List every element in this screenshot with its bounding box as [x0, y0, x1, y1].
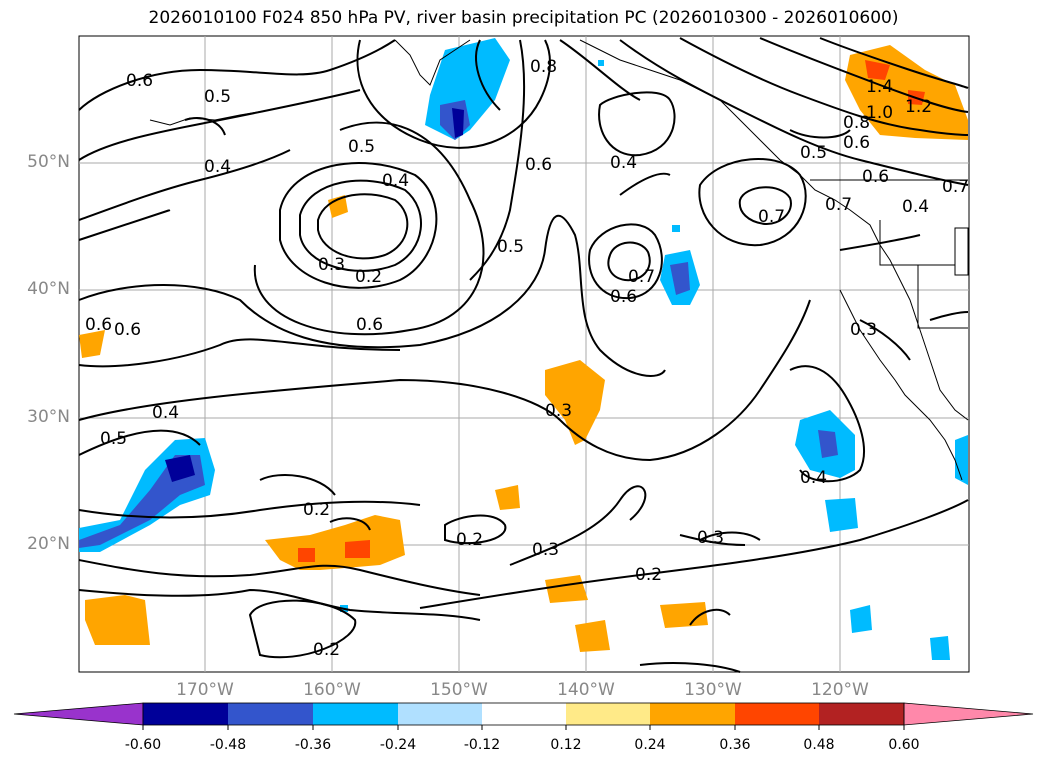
- contour-label: 0.6: [126, 71, 153, 91]
- contour-label: 0.2: [635, 565, 662, 585]
- contour-label: 0.4: [204, 157, 231, 177]
- map-frame: [78, 35, 970, 673]
- colorbar: [13, 702, 1034, 730]
- contour-label: 0.6: [114, 320, 141, 340]
- contour-label: 0.6: [85, 315, 112, 335]
- contour-label: 0.6: [525, 155, 552, 175]
- contour-label: 0.2: [303, 500, 330, 520]
- contour-label: 0.5: [100, 429, 127, 449]
- lat-label: 20°N: [27, 534, 70, 554]
- contour-label: 0.4: [382, 171, 409, 191]
- map-title: 2026010100 F024 850 hPa PV, river basin …: [148, 8, 899, 28]
- contour-label: 0.8: [530, 57, 557, 77]
- pv-contours: [78, 37, 969, 673]
- colorbar-tick-label: -0.24: [379, 737, 417, 753]
- contour-label: 0.2: [456, 530, 483, 550]
- contour-label: 0.4: [800, 468, 827, 488]
- contour-label: 0.4: [902, 197, 929, 217]
- contour-label: 0.3: [318, 255, 345, 275]
- colorbar-tick-label: -0.12: [463, 737, 501, 753]
- coastlines: [149, 39, 969, 481]
- lat-label: 40°N: [27, 279, 70, 299]
- contour-label: 0.5: [497, 237, 524, 257]
- contour-label: 0.7: [825, 195, 852, 215]
- colorbar-tick-label: -0.36: [294, 737, 332, 753]
- contour-label: 1.2: [905, 97, 932, 117]
- contour-label: 0.4: [152, 403, 179, 423]
- contour-label: 0.7: [628, 267, 655, 287]
- graticule: [79, 36, 969, 672]
- lon-label: 160°W: [303, 680, 361, 700]
- lat-label: 30°N: [27, 407, 70, 427]
- lon-label: 130°W: [684, 680, 742, 700]
- colorbar-tick-label: -0.60: [124, 737, 162, 753]
- colorbar-tick-label: 0.36: [719, 737, 751, 753]
- contour-label: 0.6: [843, 133, 870, 153]
- contour-label: 0.5: [800, 143, 827, 163]
- colorbar-tick-label: 0.12: [550, 737, 582, 753]
- colorbar-tick-label: 0.48: [803, 737, 835, 753]
- lon-label: 120°W: [811, 680, 869, 700]
- contour-label: 1.4: [866, 77, 893, 97]
- contour-label: 0.6: [356, 315, 383, 335]
- lon-label: 170°W: [176, 680, 234, 700]
- contour-label: 0.3: [532, 540, 559, 560]
- contour-label: 0.2: [355, 267, 382, 287]
- colorbar-tick-label: 0.24: [634, 737, 666, 753]
- contour-label: 0.7: [758, 207, 785, 227]
- contour-label: 0.5: [348, 137, 375, 157]
- contour-label: 1.0: [866, 103, 893, 123]
- lon-label: 140°W: [557, 680, 615, 700]
- contour-label: 0.3: [850, 320, 877, 340]
- lat-label: 50°N: [27, 152, 70, 172]
- contour-label: 0.6: [610, 287, 637, 307]
- contour-label: 0.7: [942, 177, 969, 197]
- contour-label: 0.5: [204, 87, 231, 107]
- contour-label: 0.6: [862, 167, 889, 187]
- lon-label: 150°W: [430, 680, 488, 700]
- colorbar-tick-label: -0.48: [209, 737, 247, 753]
- contour-label-group: 0.6 0.5 0.4 0.8 0.6 0.4 1.4 1.2 1.0 0.8 …: [85, 57, 969, 660]
- contour-label: 0.3: [545, 401, 572, 421]
- contour-label: 0.3: [697, 528, 724, 548]
- contour-label: 0.4: [610, 153, 637, 173]
- contour-label: 0.8: [843, 113, 870, 133]
- colorbar-tick-label: 0.60: [888, 737, 920, 753]
- contour-label: 0.2: [313, 640, 340, 660]
